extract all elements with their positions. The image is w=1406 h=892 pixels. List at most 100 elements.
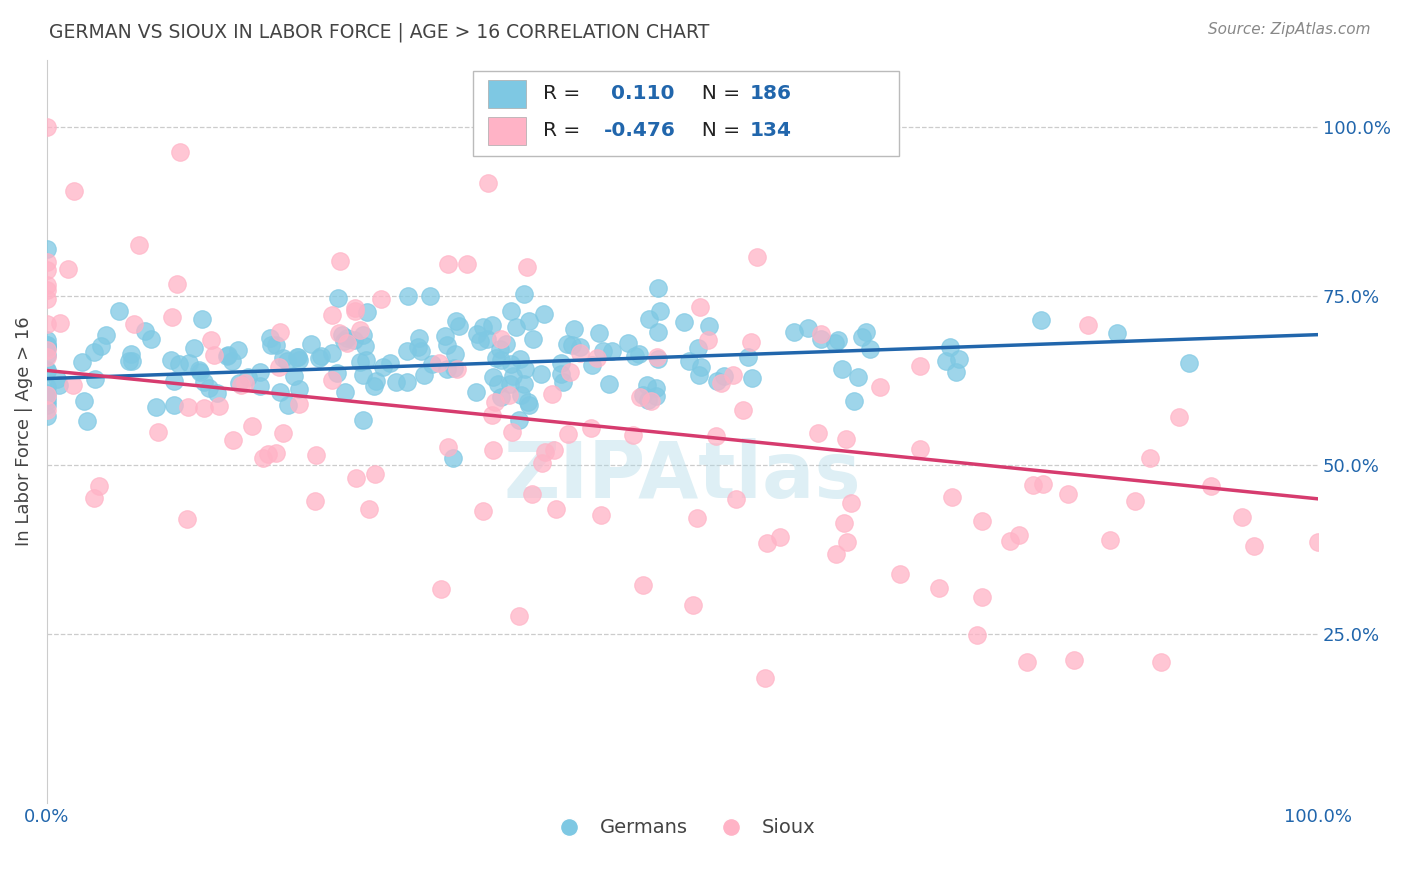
Text: 134: 134 [749,121,792,140]
Text: N =: N = [689,85,747,103]
Text: GERMAN VS SIOUX IN LABOR FORCE | AGE > 16 CORRELATION CHART: GERMAN VS SIOUX IN LABOR FORCE | AGE > 1… [49,22,710,42]
Point [519,398,541,412]
Point [835,534,858,549]
Point [35,338,58,352]
Point [568,345,591,359]
Point [855,325,877,339]
Point [848,369,870,384]
Point [481,318,503,332]
Point [1243,539,1265,553]
Point [73,394,96,409]
Point [530,367,553,381]
Point [1029,313,1052,327]
Point [352,368,374,382]
Point [385,376,408,390]
Point [90,339,112,353]
Point [198,381,221,395]
Point [343,304,366,318]
Point [939,340,962,354]
Point [329,253,352,268]
Point [678,353,700,368]
Point [288,353,311,368]
Point [166,277,188,292]
Point [330,328,353,343]
Point [83,345,105,359]
Point [35,394,58,409]
Point [193,401,215,415]
Point [309,349,332,363]
Point [706,374,728,388]
Point [321,308,343,322]
Point [824,336,846,351]
Point [509,388,531,402]
Point [713,369,735,384]
Point [188,365,211,379]
Point [349,323,371,337]
Point [419,289,441,303]
Point [1230,510,1253,524]
Point [266,445,288,459]
Point [221,353,243,368]
Point [1099,533,1122,547]
Point [501,304,523,318]
Point [948,351,970,366]
Point [336,331,359,345]
Point [1199,479,1222,493]
Point [260,338,283,352]
Point [737,350,759,364]
Point [434,328,457,343]
Point [48,378,70,392]
Point [592,344,614,359]
Point [35,380,58,394]
Point [557,427,579,442]
Point [553,375,575,389]
Point [287,397,309,411]
Point [522,332,544,346]
Point [396,289,419,303]
Point [370,292,392,306]
Point [233,376,256,390]
Point [163,398,186,412]
Point [35,120,58,134]
FancyBboxPatch shape [488,79,526,108]
Point [35,362,58,376]
Point [589,508,612,523]
Text: R =: R = [543,121,586,140]
Point [305,448,328,462]
Point [118,354,141,368]
Point [249,378,271,392]
Point [628,390,651,404]
Point [443,360,465,375]
Text: R =: R = [543,85,586,103]
Point [637,393,659,408]
Point [62,377,84,392]
Point [508,413,530,427]
Point [62,184,84,198]
Point [436,337,458,351]
Point [561,337,583,351]
Point [333,385,356,400]
Point [141,332,163,346]
Point [444,347,467,361]
Point [49,316,72,330]
Point [249,365,271,379]
Point [285,350,308,364]
Point [76,414,98,428]
Point [482,442,505,457]
Point [569,340,592,354]
Point [187,362,209,376]
Point [586,351,609,365]
Point [441,450,464,465]
Text: ZIPAtlas: ZIPAtlas [503,438,862,514]
Point [1107,326,1129,340]
Point [1057,487,1080,501]
Point [1008,528,1031,542]
Point [839,496,862,510]
Point [271,425,294,440]
Point [724,491,747,506]
Point [482,369,505,384]
Point [810,332,832,346]
Point [304,493,326,508]
Point [1063,653,1085,667]
Point [477,176,499,190]
